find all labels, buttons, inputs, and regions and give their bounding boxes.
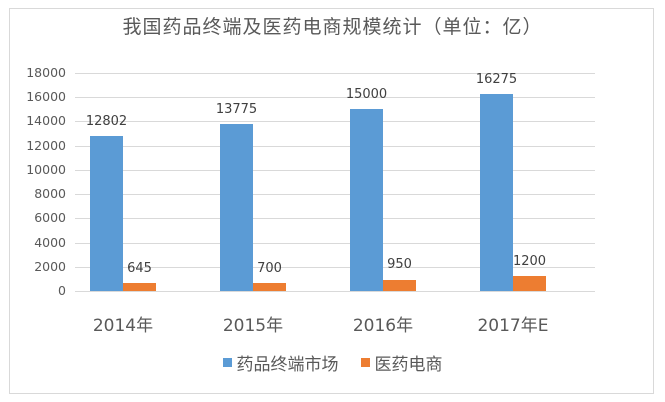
y-tick-label: 6000 xyxy=(34,210,66,226)
legend-swatch-orange-icon xyxy=(360,358,370,367)
x-tick-label: 2015年 xyxy=(222,316,284,336)
y-tick-label: 4000 xyxy=(34,234,66,250)
x-tick-label: 2014年 xyxy=(92,316,154,336)
y-tick-label: 18000 xyxy=(26,65,66,80)
legend-item-terminal-market: 药品终端市场 xyxy=(222,350,339,375)
plot-area: 12802 645 13775 700 15000 950 16275 1200 xyxy=(75,71,595,292)
bar xyxy=(350,109,383,291)
y-tick-label: 12000 xyxy=(26,137,66,153)
data-label: 12802 xyxy=(85,113,128,129)
legend: 药品终端市场 医药电商 xyxy=(0,350,665,375)
gridline xyxy=(75,169,595,171)
data-label: 950 xyxy=(387,257,412,273)
x-tick-label: 2017年E xyxy=(477,316,549,336)
y-tick-label: 14000 xyxy=(26,113,66,129)
gridline xyxy=(75,194,595,196)
y-tick-label: 8000 xyxy=(34,186,66,202)
bar xyxy=(253,282,286,291)
gridline xyxy=(75,145,595,147)
y-tick-label: 2000 xyxy=(34,258,66,274)
data-label: 13775 xyxy=(215,102,258,118)
y-tick-label: 0 xyxy=(58,283,66,298)
data-label: 15000 xyxy=(345,87,388,103)
bar xyxy=(480,93,513,291)
legend-label: 医药电商 xyxy=(374,355,443,375)
x-tick-label: 2016年 xyxy=(352,316,414,336)
data-label: 645 xyxy=(127,261,152,277)
data-label: 16275 xyxy=(475,71,518,87)
data-label: 700 xyxy=(257,260,282,276)
y-tick-label: 10000 xyxy=(26,161,66,177)
gridline xyxy=(75,121,595,123)
y-tick-label: 16000 xyxy=(26,89,66,105)
gridline xyxy=(75,73,595,74)
legend-swatch-blue-icon xyxy=(222,358,232,367)
bar xyxy=(383,279,416,291)
legend-label: 药品终端市场 xyxy=(236,355,339,375)
bar xyxy=(123,283,156,291)
gridline xyxy=(75,266,595,268)
gridline xyxy=(75,242,595,244)
legend-item-ecommerce: 医药电商 xyxy=(360,350,443,375)
chart-title: 我国药品终端及医药电商规模统计（单位：亿） xyxy=(122,16,543,38)
bar xyxy=(90,135,123,291)
bar xyxy=(220,124,253,291)
gridline xyxy=(75,218,595,220)
gridline xyxy=(75,97,595,99)
data-label: 1200 xyxy=(512,254,547,270)
gridline xyxy=(75,291,595,292)
bar xyxy=(513,276,546,291)
